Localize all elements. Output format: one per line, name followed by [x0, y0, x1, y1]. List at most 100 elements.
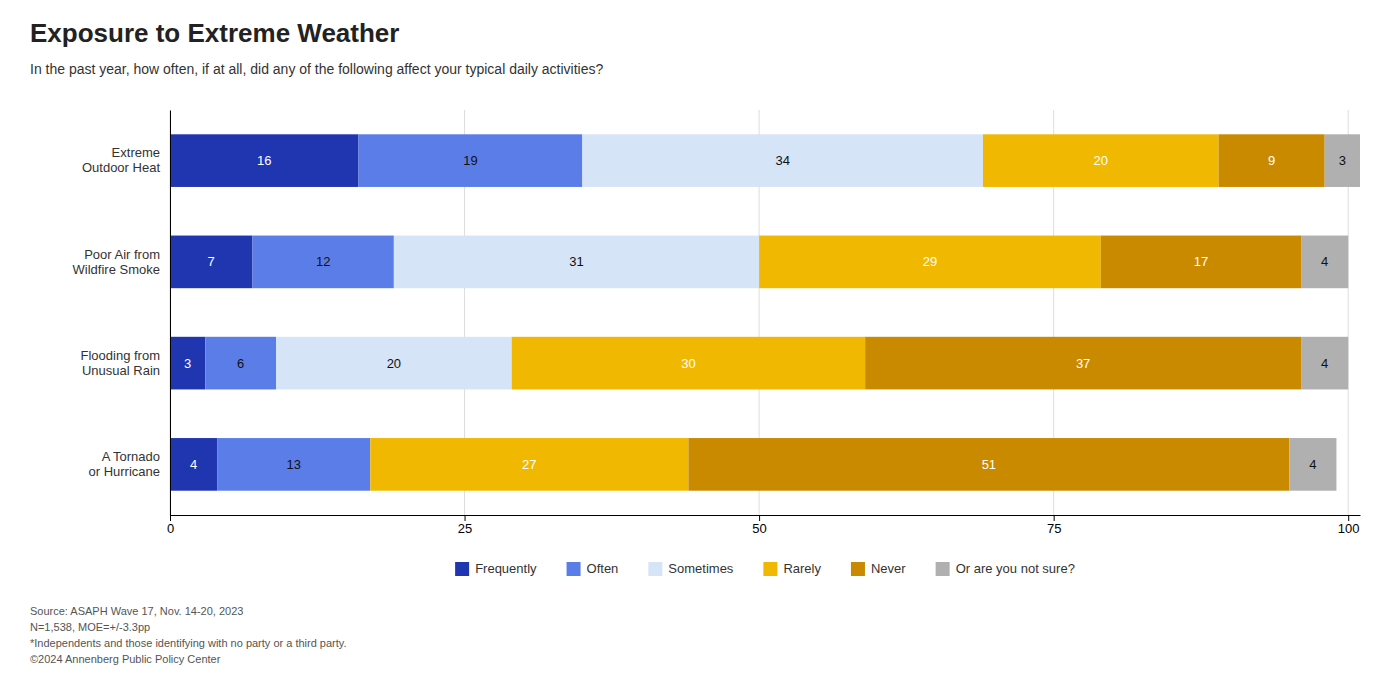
y-tick: A Tornadoor Hurricane: [88, 449, 170, 479]
data-label: 12: [316, 254, 330, 269]
data-label: 7: [208, 254, 215, 269]
y-tick-label: Poor Air fromWildfire Smoke: [73, 247, 160, 277]
legend: Frequently Often Sometimes Rarely Never Or ar…: [455, 561, 1075, 576]
subtitle: In the past year, how often, if at all, …: [30, 61, 603, 77]
bar: [217, 438, 370, 491]
legend-item: Never: [851, 561, 906, 576]
y-tick-label-line: Unusual Rain: [82, 363, 160, 378]
x-tick: 100: [1338, 515, 1360, 536]
y-tick-label: A Tornadoor Hurricane: [88, 449, 160, 479]
legend-label: Frequently: [475, 561, 537, 576]
bars: [170, 134, 1360, 490]
bar: [983, 134, 1219, 187]
bar: [170, 134, 359, 187]
series: [170, 134, 359, 490]
y-tick-label: Flooding fromUnusual Rain: [81, 348, 160, 378]
data-label: 37: [1076, 356, 1090, 371]
y-axis-line: [170, 111, 171, 516]
legend-swatch: [648, 562, 662, 576]
series: [1289, 134, 1360, 490]
y-tick-label-line: A Tornado: [102, 449, 160, 464]
legend-item: Often: [567, 561, 619, 576]
y-axis: ExtremeOutdoor Heat Poor Air fromWildfire…: [73, 111, 171, 516]
y-tick-label-line: or Hurricane: [88, 464, 160, 479]
legend-label: Rarely: [783, 561, 821, 576]
bar: [1325, 134, 1360, 187]
x-tick-label: 0: [167, 521, 174, 536]
legend-label: Sometimes: [668, 561, 734, 576]
data-label: 3: [1339, 153, 1346, 168]
x-tick-mark: [759, 515, 760, 521]
x-tick-label: 75: [1047, 521, 1061, 536]
data-label: 3: [184, 356, 191, 371]
data-label: 31: [569, 254, 583, 269]
data-labels: 1673419126133431202029302791737513444: [184, 153, 1346, 472]
grid: [170, 110, 1348, 515]
bar: [170, 337, 205, 390]
bar: [1301, 236, 1348, 289]
data-label: 4: [1309, 457, 1316, 472]
x-tick-mark: [1054, 515, 1055, 521]
data-label: 30: [681, 356, 695, 371]
series: [370, 134, 1218, 490]
data-label: 51: [982, 457, 996, 472]
data-label: 34: [775, 153, 789, 168]
footnote-line: *Independents and those identifying with…: [30, 637, 347, 649]
y-tick-label: ExtremeOutdoor Heat: [82, 145, 160, 175]
legend-swatch: [567, 562, 581, 576]
footnote-line: N=1,538, MOE=+/-3.3pp: [30, 621, 150, 633]
series: [688, 134, 1324, 490]
y-tick: Poor Air fromWildfire Smoke: [73, 247, 170, 277]
legend-item: Frequently: [455, 561, 537, 576]
x-tick-label: 100: [1338, 521, 1360, 536]
bar: [688, 438, 1289, 491]
x-axis-line: [171, 515, 1361, 516]
bar: [359, 134, 583, 187]
bar: [276, 337, 512, 390]
y-tick-label-line: Extreme: [112, 145, 160, 160]
x-tick-mark: [465, 515, 466, 521]
bar: [205, 337, 276, 390]
data-label: 9: [1268, 153, 1275, 168]
footnote-line: ©2024 Annenberg Public Policy Center: [30, 653, 221, 665]
x-axis: 0255075100: [167, 515, 1361, 536]
y-tick-label-line: Wildfire Smoke: [73, 262, 160, 277]
y-tick-label-line: Flooding from: [81, 348, 160, 363]
x-tick: 0: [167, 515, 174, 536]
bar: [1219, 134, 1325, 187]
x-tick-mark: [170, 515, 171, 521]
bar: [1301, 337, 1348, 390]
y-tick: Flooding fromUnusual Rain: [81, 348, 170, 378]
x-tick-mark: [1348, 515, 1349, 521]
legend-label: Or are you not sure?: [956, 561, 1075, 576]
data-label: 16: [257, 153, 271, 168]
legend-item: Or are you not sure?: [936, 561, 1075, 576]
bar: [865, 337, 1301, 390]
data-label: 4: [190, 457, 197, 472]
data-label: 19: [463, 153, 477, 168]
bar: [252, 236, 393, 289]
plot: 1673419126133431202029302791737513444025…: [73, 110, 1361, 536]
bar: [512, 337, 865, 390]
legend-item: Rarely: [763, 561, 821, 576]
data-label: 20: [1094, 153, 1108, 168]
bar: [759, 236, 1101, 289]
legend-swatch: [851, 562, 865, 576]
bar: [370, 438, 688, 491]
bar: [582, 134, 983, 187]
legend-swatch: [936, 562, 950, 576]
bar: [394, 236, 759, 289]
footnote-line: Source: ASAPH Wave 17, Nov. 14-20, 2023: [30, 605, 243, 617]
y-tick-label-line: Poor Air from: [84, 247, 160, 262]
legend-item: Sometimes: [648, 561, 734, 576]
data-label: 29: [923, 254, 937, 269]
series: [205, 134, 582, 490]
x-tick: 50: [752, 515, 766, 536]
data-label: 4: [1321, 254, 1328, 269]
data-label: 6: [237, 356, 244, 371]
footnote: Source: ASAPH Wave 17, Nov. 14-20, 2023 N…: [30, 605, 347, 665]
x-tick-label: 50: [752, 521, 766, 536]
y-tick-label-line: Outdoor Heat: [82, 160, 160, 175]
data-label: 4: [1321, 356, 1328, 371]
legend-swatch: [763, 562, 777, 576]
